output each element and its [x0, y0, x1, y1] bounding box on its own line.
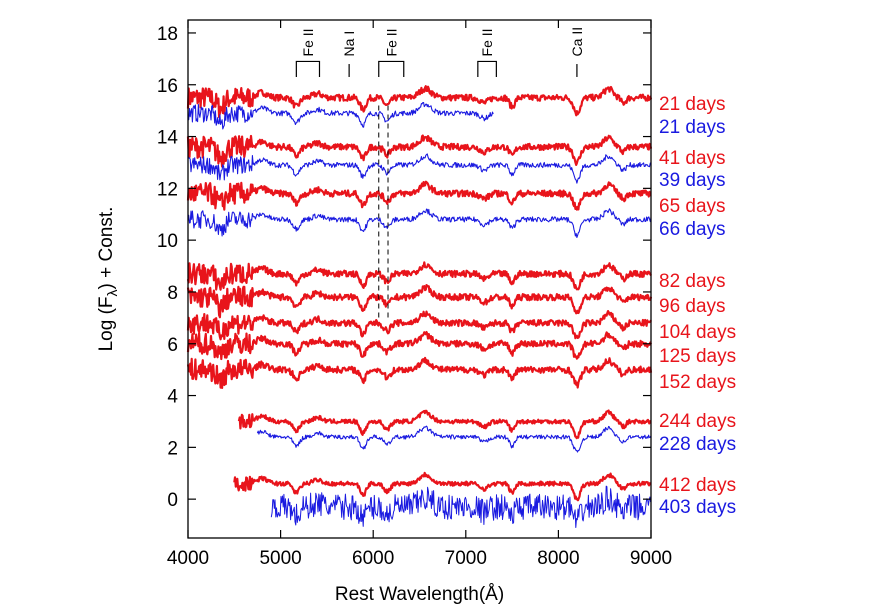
spectrum-line-6	[187, 208, 652, 239]
x-tick-label: 9000	[630, 548, 672, 569]
y-axis-ticks: 0 2 4 6 8 10 12 14 16 18	[157, 24, 651, 511]
epoch-label-1: 21 days	[659, 94, 726, 115]
epoch-label-12: 244 days	[659, 411, 736, 432]
spectrum-line-9	[186, 310, 652, 341]
id-label-5: Ca II	[569, 27, 585, 57]
y-tick-label: 18	[157, 24, 178, 45]
dashed-markers-group	[378, 105, 389, 318]
spectrum-line-12	[237, 409, 652, 440]
epoch-label-10: 125 days	[659, 346, 736, 367]
epoch-label-9: 104 days	[659, 322, 736, 343]
spectrum-line-11	[186, 356, 653, 389]
y-tick-label: 14	[157, 128, 179, 149]
id-bracket-4	[477, 60, 497, 77]
epoch-label-7: 82 days	[659, 271, 726, 292]
epoch-label-8: 96 days	[659, 296, 726, 317]
id-label-3: Fe II	[383, 28, 399, 56]
y-axis-label-tail: ) + Const.	[96, 207, 117, 290]
spectrum-line-7	[186, 261, 652, 291]
y-axis-label-main: Log (F	[96, 296, 117, 351]
spectrum-line-14	[233, 471, 652, 502]
epoch-label-6: 66 days	[659, 219, 726, 240]
spectrum-line-13	[256, 425, 652, 453]
spectrum-line-5	[186, 180, 652, 211]
spectrum-line-15	[270, 485, 652, 528]
spectrum-line-10	[186, 330, 653, 361]
y-tick-label: 10	[157, 231, 178, 252]
y-tick-label: 8	[167, 283, 178, 304]
y-tick-label: 4	[167, 387, 178, 408]
x-tick-label: 4000	[167, 548, 209, 569]
id-bracket-1	[295, 60, 321, 77]
spectra-series-group	[186, 85, 653, 528]
y-axis-label-subscript: λ	[104, 289, 120, 296]
epoch-label-4: 39 days	[659, 170, 726, 191]
x-axis-label: Rest Wavelength(Å)	[335, 584, 504, 605]
line-identifications-group: Fe II Na I Fe II Fe II Ca II	[295, 27, 585, 77]
y-tick-label: 16	[157, 76, 178, 97]
plot-frame	[187, 19, 652, 539]
y-axis-label: Log (Fλ) + Const.	[96, 207, 120, 352]
epoch-label-15: 403 days	[659, 497, 736, 518]
id-label-4: Fe II	[479, 28, 495, 56]
spectrum-line-1	[186, 85, 653, 119]
spectrum-line-4	[187, 153, 652, 184]
epoch-label-5: 65 days	[659, 196, 726, 217]
id-label-1: Fe II	[300, 28, 316, 56]
y-tick-label: 12	[157, 179, 178, 200]
x-axis-ticks: 4000 5000 6000 7000 8000 9000	[167, 20, 672, 569]
spectrum-line-8	[186, 284, 653, 319]
y-tick-label: 2	[167, 438, 178, 459]
spectrum-line-2	[187, 102, 494, 130]
epoch-label-2: 21 days	[659, 117, 726, 138]
epoch-label-11: 152 days	[659, 372, 736, 393]
x-tick-label: 7000	[445, 548, 487, 569]
id-label-2: Na I	[341, 31, 357, 57]
epoch-label-14: 412 days	[659, 475, 736, 496]
id-bracket-3	[378, 60, 405, 77]
epoch-label-13: 228 days	[659, 434, 736, 455]
x-tick-label: 6000	[352, 548, 394, 569]
x-tick-label: 8000	[537, 548, 579, 569]
epoch-label-3: 41 days	[659, 148, 726, 169]
x-tick-label: 5000	[259, 548, 301, 569]
spectrum-line-3	[186, 134, 653, 168]
y-tick-label: 0	[167, 490, 178, 511]
y-tick-label: 6	[167, 335, 178, 356]
